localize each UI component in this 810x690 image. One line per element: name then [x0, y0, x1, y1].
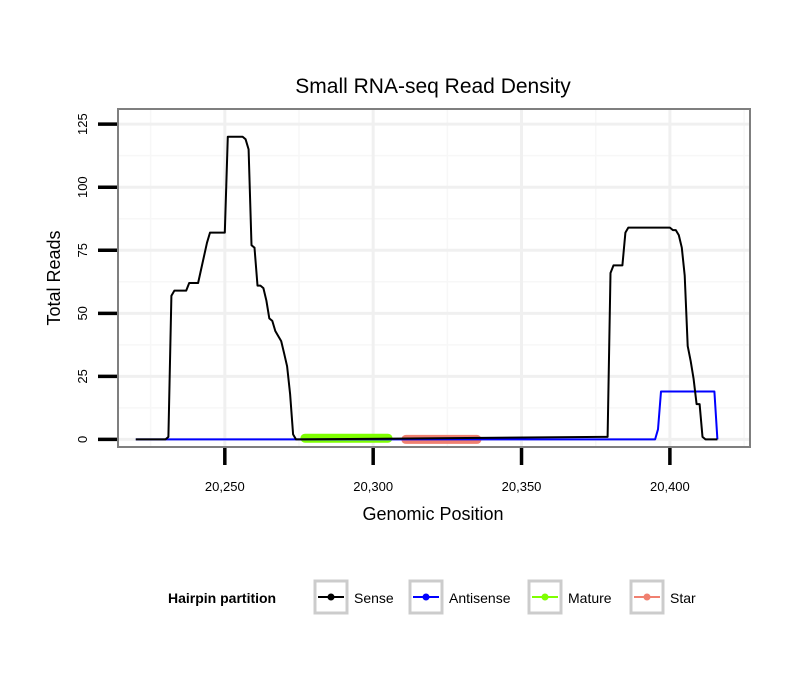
- y-tick-label: 50: [75, 306, 90, 320]
- legend-label-sense: Sense: [354, 590, 394, 606]
- legend-key-dot: [422, 593, 430, 601]
- x-tick-label: 20,400: [650, 479, 690, 494]
- series-line-antisense: [135, 390, 719, 441]
- y-tick-label: 125: [75, 113, 90, 135]
- x-tick-label: 20,350: [502, 479, 542, 494]
- x-axis: 20,250 20,300 20,350 20,400: [205, 447, 690, 494]
- y-tick-label: 0: [75, 436, 90, 443]
- y-tick-label: 25: [75, 369, 90, 383]
- plot-series: [135, 135, 719, 444]
- x-tick-label: 20,300: [353, 479, 393, 494]
- legend: Hairpin partition Sense Antisense Mature St…: [168, 579, 696, 615]
- y-tick-label: 75: [75, 243, 90, 257]
- chart-title: Small RNA-seq Read Density: [295, 75, 571, 98]
- legend-title: Hairpin partition: [168, 590, 276, 606]
- plot-panel-border: [117, 108, 751, 448]
- x-tick-label: 20,250: [205, 479, 245, 494]
- legend-key-dot: [643, 593, 651, 601]
- legend-label-star: Star: [670, 590, 696, 606]
- legend-key-dot: [327, 593, 335, 601]
- legend-key-dot: [541, 593, 549, 601]
- y-tick-label: 100: [75, 176, 90, 198]
- x-axis-title: Genomic Position: [362, 504, 503, 524]
- legend-label-mature: Mature: [568, 590, 612, 606]
- series-line-sense: [135, 135, 718, 441]
- y-axis: 0 25 50 75 100 125: [75, 113, 118, 443]
- grid: [118, 109, 750, 447]
- legend-label-antisense: Antisense: [449, 590, 511, 606]
- y-axis-title: Total Reads: [44, 230, 64, 325]
